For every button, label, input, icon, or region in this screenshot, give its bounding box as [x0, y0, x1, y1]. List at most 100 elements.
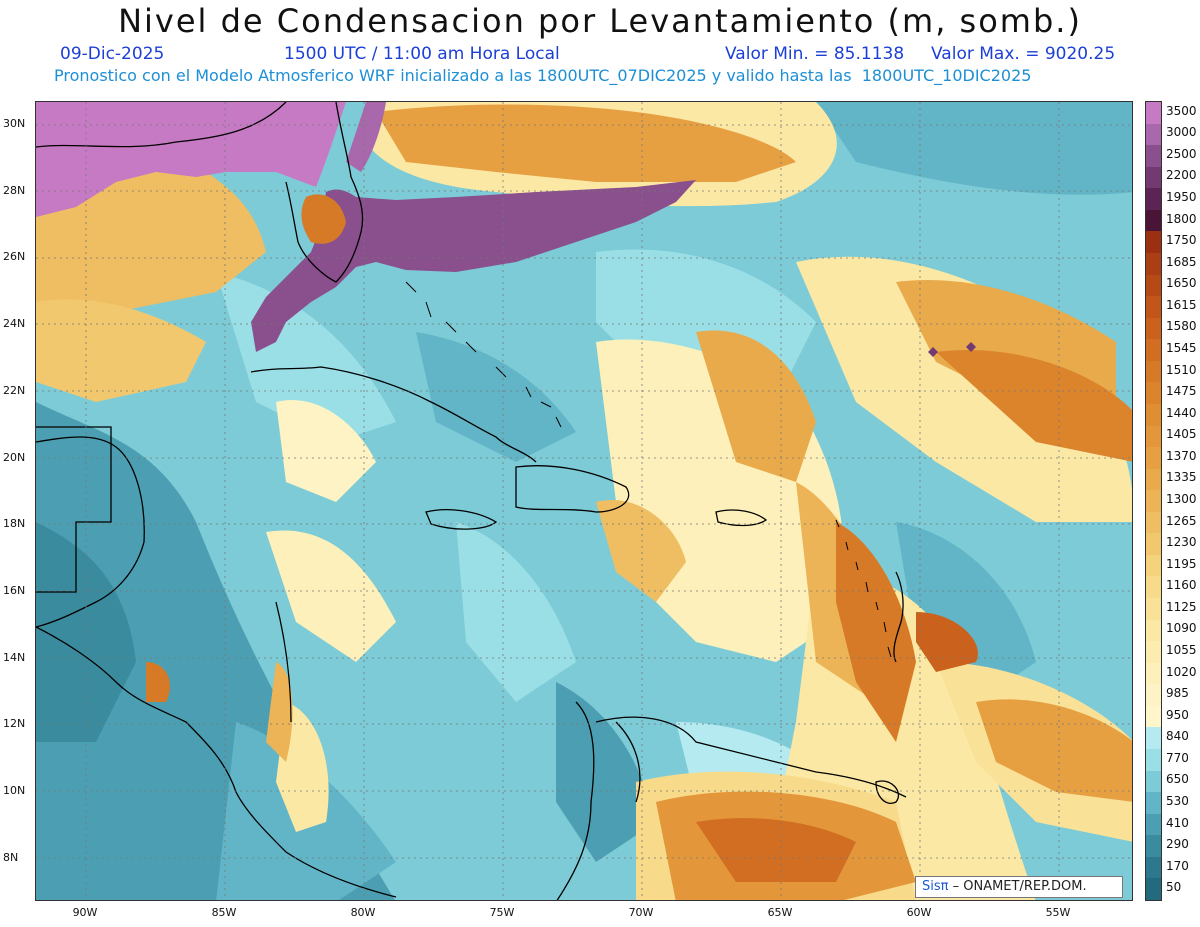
- colorbar-swatch: [1146, 188, 1161, 211]
- colorbar-swatch: [1146, 166, 1161, 189]
- colorbar-swatch: [1146, 468, 1161, 491]
- colorbar-label: 2500: [1166, 146, 1197, 161]
- longitude-label: 55W: [1045, 906, 1071, 919]
- latitude-label: 18N: [3, 517, 26, 531]
- credit-logo: Sisπ: [922, 879, 949, 894]
- colorbar-label: 1090: [1166, 621, 1197, 636]
- field-map: [36, 102, 1132, 900]
- forecast-date: 09-Dic-2025: [60, 44, 165, 64]
- colorbar-label: 1580: [1166, 319, 1197, 334]
- colorbar-label: 1265: [1166, 513, 1197, 528]
- colorbar-swatch: [1146, 274, 1161, 297]
- longitude-label: 80W: [350, 906, 376, 919]
- grid-lines: [36, 102, 1132, 900]
- colorbar-swatch: [1146, 382, 1161, 405]
- colorbar-label: 1685: [1166, 254, 1197, 269]
- colorbar-label: 1125: [1166, 599, 1197, 614]
- colorbar-swatch: [1146, 231, 1161, 254]
- colorbar-swatch: [1146, 770, 1161, 793]
- colorbar-label: 1405: [1166, 427, 1197, 442]
- colorbar-swatch: [1146, 749, 1161, 772]
- latitude-label: 30N: [3, 117, 26, 130]
- colorbar-swatch: [1146, 123, 1161, 146]
- colorbar-label: 290: [1166, 837, 1189, 852]
- colorbar-label: 1335: [1166, 470, 1197, 485]
- colorbar-swatch: [1146, 662, 1161, 685]
- latitude-label: 14N: [3, 650, 26, 664]
- colorbar-label: 1370: [1166, 448, 1197, 463]
- latitude-label: 8N: [3, 850, 19, 864]
- colorbar-label: 1440: [1166, 405, 1197, 420]
- colorbar-label: 950: [1166, 707, 1189, 722]
- latitude-label: 10N: [3, 784, 26, 797]
- colorbar-label: 1300: [1166, 492, 1197, 506]
- colorbar-swatch: [1146, 533, 1161, 556]
- latitude-label: 22N: [3, 383, 26, 397]
- colorbar-swatch: [1146, 209, 1161, 232]
- colorbar-swatch: [1146, 360, 1161, 383]
- colorbar-label: 770: [1166, 750, 1189, 765]
- colorbar-swatch: [1146, 511, 1161, 534]
- colorbar-swatch: [1146, 145, 1161, 168]
- colorbar-swatch: [1146, 554, 1161, 577]
- colorbar-swatch: [1146, 296, 1161, 319]
- map-panel: [35, 101, 1133, 901]
- longitude-label: 75W: [489, 906, 515, 919]
- min-value: Valor Min. = 85.1138: [725, 44, 905, 64]
- latitude-label: 26N: [3, 250, 26, 264]
- high-lcl-areas: [36, 104, 1132, 900]
- model-description: Pronostico con el Modelo Atmosferico WRF…: [54, 66, 1032, 85]
- latitude-label: 12N: [3, 717, 26, 731]
- colorbar-label: 2200: [1166, 168, 1197, 183]
- colorbar-swatch: [1146, 339, 1161, 362]
- max-value: Valor Max. = 9020.25: [931, 44, 1116, 64]
- colorbar-swatch: [1146, 705, 1161, 728]
- colorbar-label: 985: [1166, 686, 1189, 701]
- colorbar-swatch: [1146, 598, 1161, 621]
- colorbar-label: 50: [1166, 880, 1182, 895]
- latitude-label: 24N: [3, 317, 26, 331]
- colorbar-label: 170: [1166, 858, 1189, 873]
- colorbar-label: 1750: [1166, 233, 1197, 248]
- latitude-label: 16N: [3, 583, 26, 597]
- colorbar-label: 1800: [1166, 211, 1197, 226]
- colorbar-swatch: [1146, 856, 1161, 879]
- colorbar-swatch: [1146, 447, 1161, 470]
- colorbar-swatch: [1146, 619, 1161, 642]
- longitude-label: 65W: [767, 906, 793, 919]
- credit-text: – ONAMET/REP.DOM.: [948, 879, 1087, 894]
- colorbar-swatch: [1146, 102, 1161, 125]
- latitude-label: 20N: [3, 450, 26, 464]
- page-title: Nivel de Condensacion por Levantamiento …: [118, 2, 1082, 40]
- colorbar-swatch: [1146, 576, 1161, 599]
- colorbar-label: 1055: [1166, 642, 1197, 657]
- colorbar-swatch: [1146, 813, 1161, 836]
- colorbar-label: 650: [1166, 772, 1189, 787]
- colorbar-label: 1475: [1166, 384, 1197, 399]
- longitude-label: 85W: [211, 906, 237, 919]
- colorbar-label: 530: [1166, 793, 1189, 808]
- longitude-label: 60W: [906, 906, 932, 919]
- forecast-time: 1500 UTC / 11:00 am Hora Local: [284, 44, 560, 64]
- coastlines: [36, 102, 907, 900]
- colorbar-swatch: [1146, 792, 1161, 815]
- colorbar-swatch: [1146, 403, 1161, 426]
- colorbar-swatch: [1146, 684, 1161, 707]
- islands: [405, 281, 892, 658]
- colorbar-label: 1160: [1166, 578, 1197, 593]
- colorbar-swatch: [1146, 252, 1161, 276]
- colorbar-swatch: [1146, 727, 1161, 750]
- colorbar-label: 1545: [1166, 341, 1197, 356]
- colorbar-swatch: [1146, 490, 1161, 513]
- colorbar-swatch: [1146, 878, 1161, 901]
- colorbar-label: 1650: [1166, 276, 1197, 291]
- longitude-label: 70W: [628, 906, 654, 919]
- longitude-label: 90W: [72, 906, 98, 919]
- credit-box: Sisπ – ONAMET/REP.DOM.: [915, 876, 1123, 898]
- latitude-label: 28N: [3, 183, 26, 197]
- colorbar-label: 1510: [1166, 362, 1197, 377]
- colorbar-label: 3500: [1166, 103, 1197, 118]
- colorbar-swatch: [1146, 425, 1161, 448]
- colorbar-label: 1020: [1166, 664, 1197, 679]
- colorbar-label: 410: [1166, 815, 1189, 830]
